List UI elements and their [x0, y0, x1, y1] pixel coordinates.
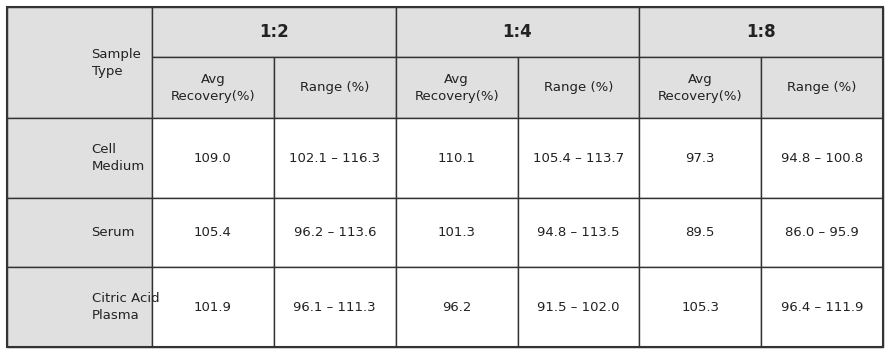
Text: 1:2: 1:2	[259, 23, 288, 41]
Text: 105.4 – 113.7: 105.4 – 113.7	[533, 152, 624, 165]
Text: 110.1: 110.1	[438, 152, 475, 165]
Bar	[152, 118, 274, 198]
Text: Range (%): Range (%)	[788, 81, 857, 94]
Text: Avg
Recovery(%): Avg Recovery(%)	[658, 73, 742, 103]
Text: Avg
Recovery(%): Avg Recovery(%)	[414, 73, 499, 103]
Text: 109.0: 109.0	[194, 152, 231, 165]
Text: Cell
Medium: Cell Medium	[92, 143, 145, 173]
Text: 96.1 – 111.3: 96.1 – 111.3	[294, 301, 376, 314]
Text: Citric Acid
Plasma: Citric Acid Plasma	[92, 292, 159, 322]
Bar	[639, 268, 761, 347]
Bar	[761, 268, 883, 347]
Text: 94.8 – 113.5: 94.8 – 113.5	[538, 226, 619, 239]
Bar	[517, 198, 639, 268]
Bar	[152, 7, 396, 57]
Bar	[639, 118, 761, 198]
Text: 105.4: 105.4	[194, 226, 232, 239]
Text: 96.2: 96.2	[442, 301, 472, 314]
Bar	[7, 7, 152, 118]
Bar	[152, 198, 274, 268]
Bar	[761, 118, 883, 198]
Bar	[761, 198, 883, 268]
Bar	[7, 118, 152, 198]
Bar	[7, 198, 152, 268]
Bar	[639, 57, 761, 118]
Text: 105.3: 105.3	[681, 301, 719, 314]
Text: 86.0 – 95.9: 86.0 – 95.9	[785, 226, 859, 239]
Bar	[639, 198, 761, 268]
Text: 97.3: 97.3	[685, 152, 715, 165]
Text: 94.8 – 100.8: 94.8 – 100.8	[781, 152, 863, 165]
Text: Avg
Recovery(%): Avg Recovery(%)	[171, 73, 255, 103]
Bar	[517, 118, 639, 198]
Bar	[639, 7, 883, 57]
Bar	[274, 118, 396, 198]
Text: Serum: Serum	[92, 226, 135, 239]
Bar	[396, 57, 517, 118]
Text: 101.3: 101.3	[438, 226, 475, 239]
Text: Range (%): Range (%)	[544, 81, 613, 94]
Text: 1:4: 1:4	[503, 23, 532, 41]
Bar	[517, 57, 639, 118]
Bar	[152, 268, 274, 347]
Text: Range (%): Range (%)	[300, 81, 369, 94]
Bar	[7, 268, 152, 347]
Text: 1:8: 1:8	[747, 23, 776, 41]
Bar	[396, 198, 517, 268]
Text: 96.4 – 111.9: 96.4 – 111.9	[781, 301, 863, 314]
Text: 96.2 – 113.6: 96.2 – 113.6	[294, 226, 376, 239]
Text: 91.5 – 102.0: 91.5 – 102.0	[538, 301, 619, 314]
Bar	[274, 198, 396, 268]
Bar	[152, 57, 274, 118]
Bar	[396, 268, 517, 347]
Bar	[274, 57, 396, 118]
Bar	[396, 7, 639, 57]
Bar	[274, 268, 396, 347]
Text: 102.1 – 116.3: 102.1 – 116.3	[289, 152, 380, 165]
Bar	[517, 268, 639, 347]
Text: 89.5: 89.5	[685, 226, 715, 239]
Text: 101.9: 101.9	[194, 301, 232, 314]
Text: Sample
Type: Sample Type	[92, 48, 142, 78]
Bar	[396, 118, 517, 198]
Bar	[761, 57, 883, 118]
